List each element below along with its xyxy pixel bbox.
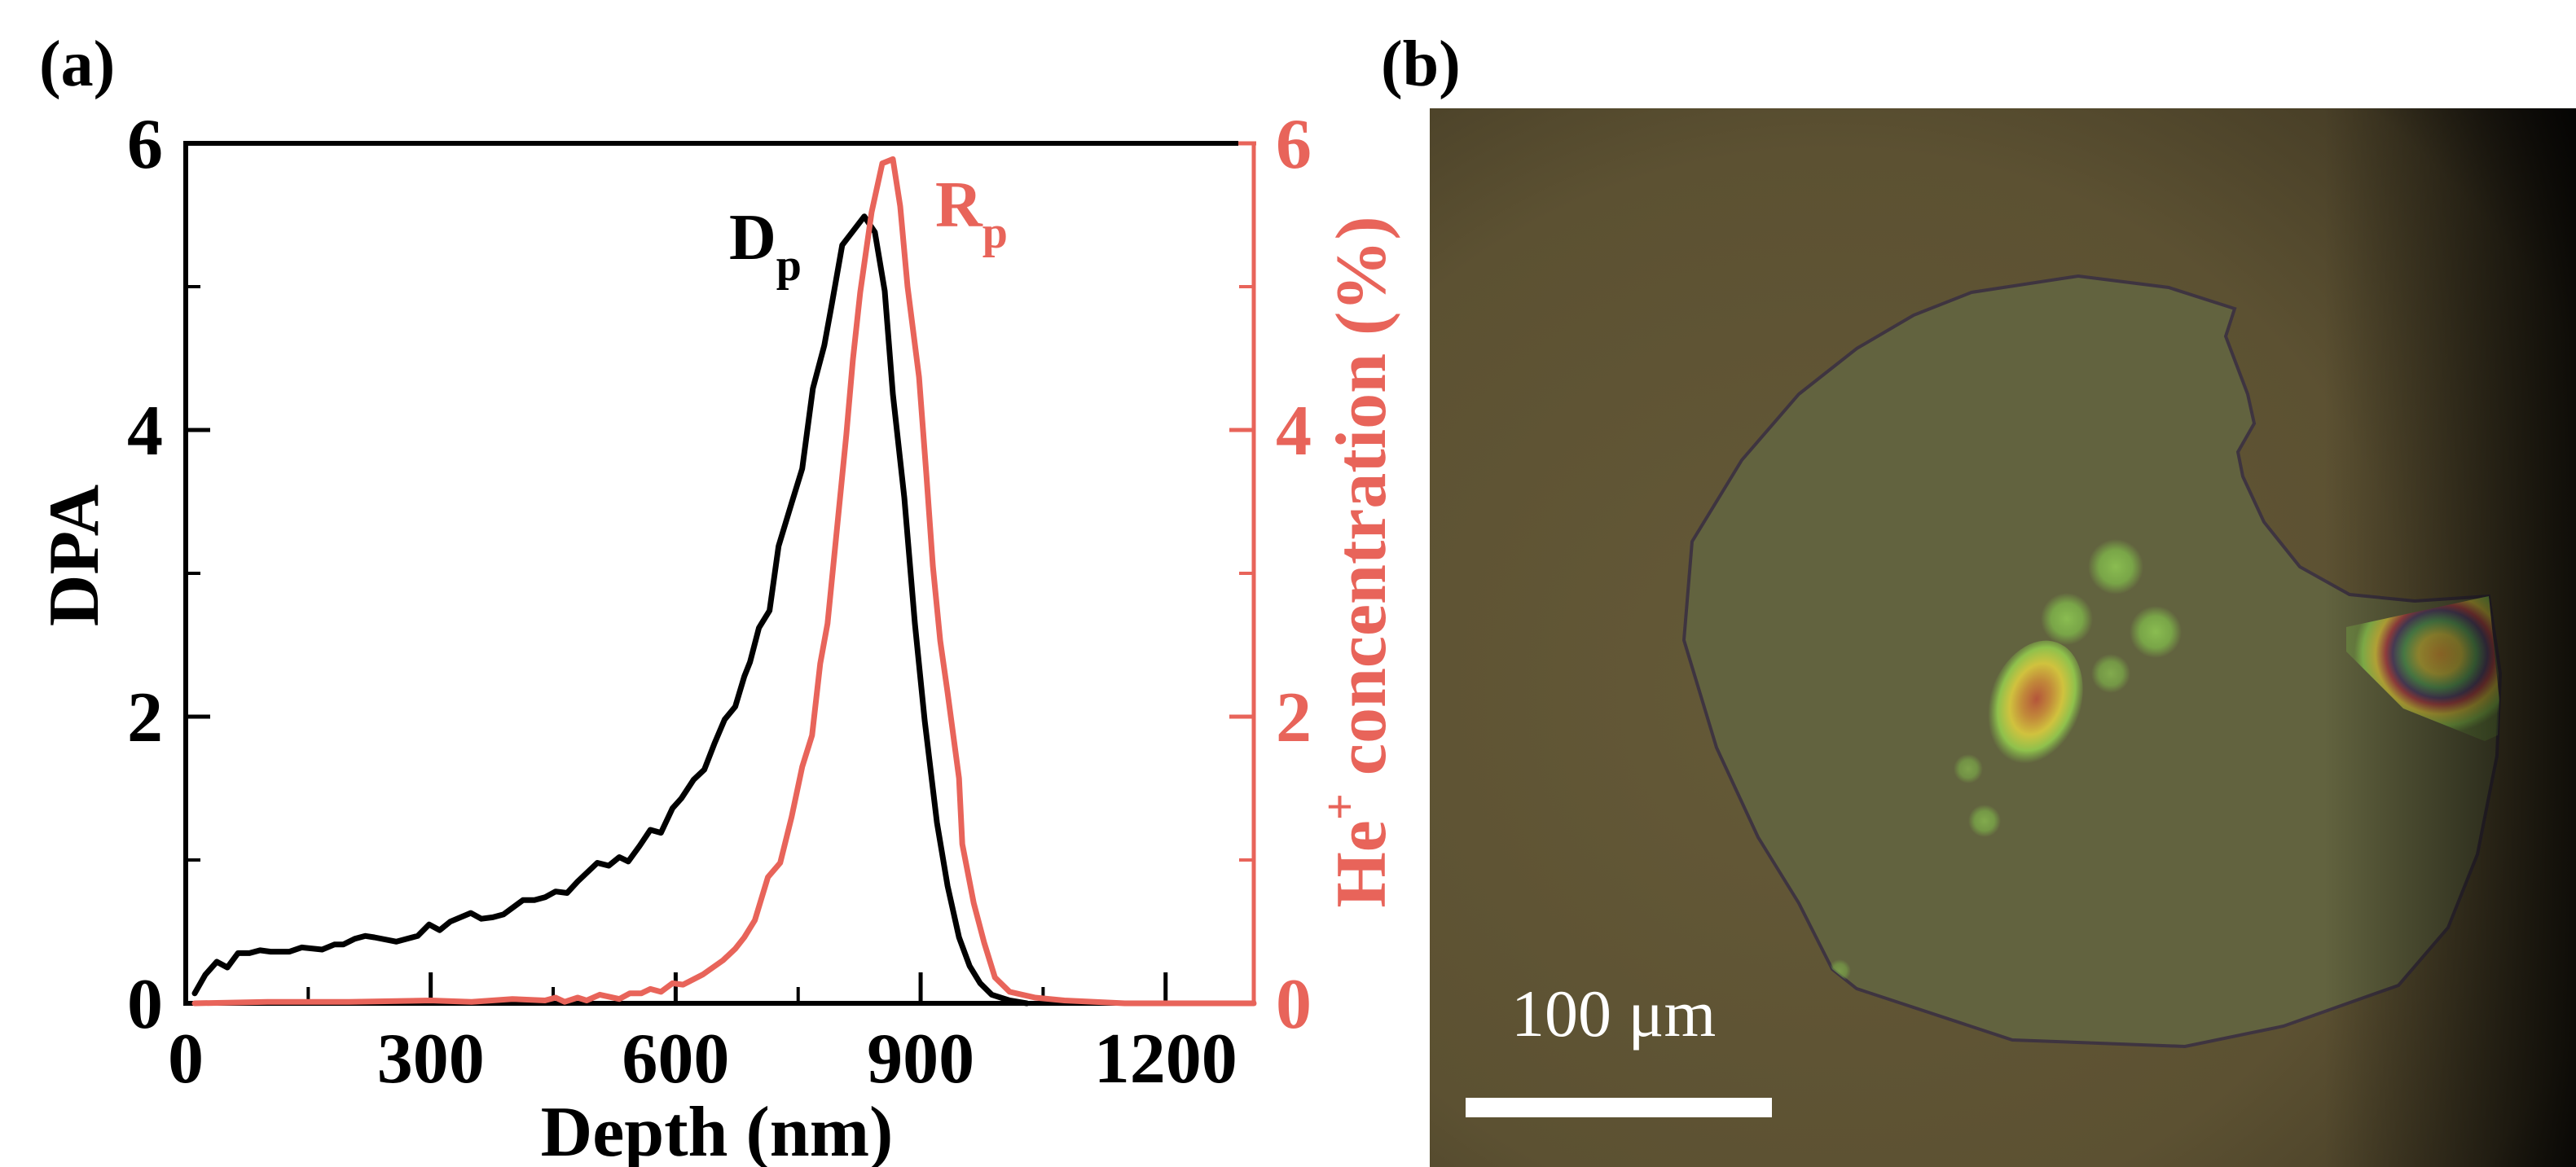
y-tick-label: 2	[127, 678, 163, 757]
series-rp	[191, 156, 1257, 1007]
micrograph-edge-shade	[1430, 108, 2576, 1167]
scale-bar-label: 100 μm	[1511, 976, 1716, 1051]
micrograph-image: 100 μm	[1430, 108, 2576, 1167]
y-axis-title-left: DPA	[35, 485, 114, 626]
x-tick-label: 0	[168, 1020, 204, 1099]
y-right-tick-label: 6	[1276, 105, 1312, 184]
y-right-tick-label: 2	[1276, 678, 1312, 757]
y-axis-title-right-sup: +	[1313, 793, 1366, 820]
y-tick-label: 6	[127, 105, 163, 184]
label-rp-main: R	[935, 169, 983, 241]
scale-bar	[1466, 1098, 1772, 1117]
label-rp: Rp	[935, 169, 1008, 258]
axis-tick-labels: 0 300 600 900 1200 0 2 4 6 0 2 4 6	[127, 105, 1312, 1099]
series-group	[191, 156, 1257, 1007]
x-tick-label: 300	[377, 1020, 485, 1099]
y-right-tick-label: 4	[1276, 392, 1312, 471]
y-tick-label: 0	[127, 965, 163, 1044]
series-line-dp	[191, 213, 1030, 1007]
y-tick-label: 4	[127, 392, 163, 471]
x-tick-label: 1200	[1094, 1020, 1237, 1099]
y-axis-title-right-prefix: He	[1322, 820, 1401, 908]
x-tick-label: 900	[867, 1020, 974, 1099]
series-dp	[191, 213, 1030, 1007]
axis-ticks	[186, 285, 1254, 1003]
panel-b-micrograph: (b) 100 μm	[1381, 29, 2576, 1167]
label-rp-sub: p	[982, 208, 1008, 258]
label-dp: Dp	[729, 202, 802, 291]
y-axis-title-right: He+ concentration (%)	[1313, 216, 1401, 907]
panel-a-label: (a)	[39, 29, 115, 100]
y-right-tick-label: 0	[1276, 965, 1312, 1044]
label-dp-sub: p	[776, 240, 802, 291]
x-tick-label: 600	[622, 1020, 729, 1099]
y-axis-title-right-suffix: concentration (%)	[1322, 216, 1401, 793]
series-line-rp	[191, 156, 1257, 1007]
label-dp-main: D	[729, 202, 776, 274]
panel-a-chart: (a) 0 300 600 900 1200 0 2 4 6 0 2 4 6 Dp Rp Depth (…	[35, 29, 1401, 1167]
panel-b-label: (b)	[1381, 29, 1461, 100]
x-axis-title: Depth (nm)	[541, 1093, 894, 1167]
